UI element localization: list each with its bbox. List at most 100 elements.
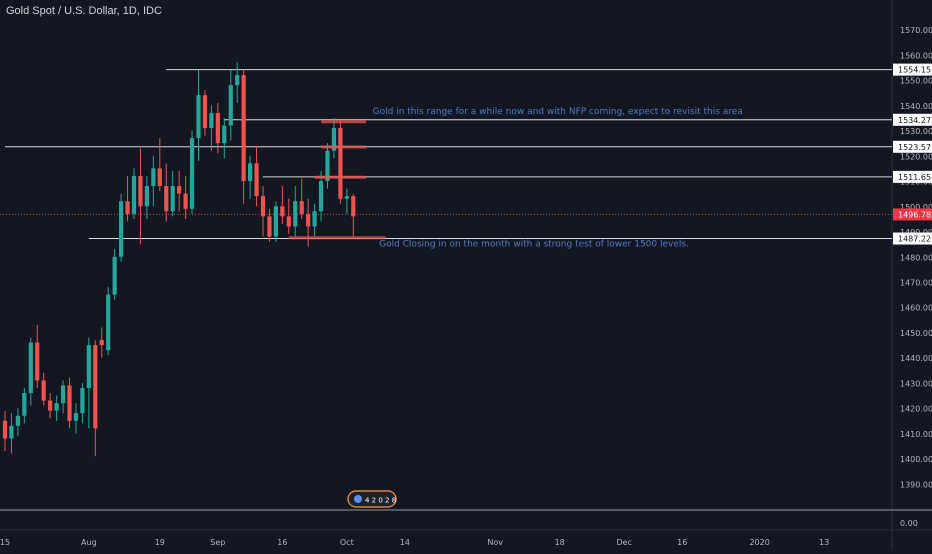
candle-body	[202, 95, 208, 129]
candle-body	[144, 186, 149, 207]
y-tick-label: 1470.00	[900, 278, 932, 287]
x-tick-label: Aug	[81, 538, 97, 547]
y-tick-label: 1410.00	[900, 430, 932, 439]
level-price-tag	[893, 140, 932, 153]
x-tick-label: 2020	[749, 538, 769, 547]
candle-body	[99, 340, 104, 346]
candle-body	[325, 150, 330, 182]
x-tick-label: Nov	[487, 538, 503, 547]
candle-body	[254, 163, 259, 197]
candle-body	[157, 168, 162, 187]
candle-body	[196, 95, 201, 139]
event-badge-label: 4 2 0 2 8	[365, 497, 396, 505]
y-tick-label: 1400.00	[900, 455, 932, 464]
candle-body	[9, 425, 14, 439]
candle-body	[86, 345, 91, 388]
current-price-label: 1496.78	[898, 210, 931, 219]
level-price-tag	[893, 232, 932, 245]
candle-body	[273, 206, 278, 237]
candle-body	[209, 112, 214, 129]
candle-body	[222, 125, 227, 144]
x-tick-label: 18	[555, 538, 565, 547]
candle-body	[93, 345, 98, 429]
x-tick-label: Dec	[616, 538, 631, 547]
x-tick-label: Oct	[340, 538, 354, 547]
level-price-label: 1554.15	[898, 66, 931, 75]
event-badge	[347, 490, 397, 508]
x-tick-label: 16	[277, 538, 287, 547]
y-tick-label: 1520.00	[900, 152, 932, 161]
y-tick-label: 1390.00	[900, 480, 932, 489]
candle-body	[241, 75, 246, 182]
chart-annotation: Gold in this range for a while now and w…	[373, 107, 743, 117]
candle-body	[344, 196, 349, 199]
level-price-label: 1487.22	[898, 235, 931, 244]
y-tick-label: 1480.00	[900, 253, 932, 262]
y-tick-label: 1540.00	[900, 102, 932, 111]
level-price-label: 1534.27	[898, 116, 931, 125]
candle-body	[73, 413, 79, 421]
y-tick-label: 1530.00	[900, 127, 932, 136]
range-marker	[321, 120, 367, 124]
candle-body	[351, 196, 356, 217]
candle-body	[138, 175, 143, 207]
candle-body	[35, 342, 40, 381]
x-tick-label: Sep	[210, 538, 225, 547]
indicator-pane-label: 0.00	[900, 519, 918, 528]
flag-icon	[354, 495, 362, 503]
level-price-label: 1511.65	[898, 173, 931, 182]
candle-body	[177, 186, 182, 194]
candle-body	[170, 186, 175, 212]
x-tick-label: 14	[400, 538, 410, 547]
candle-body	[106, 294, 111, 351]
range-marker	[288, 236, 386, 240]
y-tick-label: 1440.00	[900, 354, 932, 363]
candle-body	[235, 75, 240, 86]
chart-annotation: Gold Closing in on the month with a stro…	[379, 240, 689, 250]
candle-body	[280, 206, 285, 217]
candle-body	[151, 168, 156, 187]
candle-body	[41, 380, 46, 401]
candle-body	[112, 256, 117, 295]
candle-body	[125, 201, 130, 214]
y-tick-label: 1420.00	[900, 405, 932, 414]
level-price-label: 1523.57	[898, 143, 931, 152]
candle-body	[293, 201, 298, 227]
candle-body	[299, 201, 304, 214]
candle-body	[331, 128, 337, 151]
level-price-tag	[893, 63, 932, 76]
x-tick-label: 13	[819, 538, 829, 547]
candle-body	[267, 216, 272, 237]
y-tick-label: 1450.00	[900, 329, 932, 338]
y-tick-label: 1430.00	[900, 379, 932, 388]
x-tick-label: 16	[677, 538, 687, 547]
candle-body	[48, 400, 53, 411]
candle-body	[338, 128, 343, 199]
y-tick-label: 1550.00	[900, 77, 932, 86]
x-tick-label: 19	[155, 538, 165, 547]
candle-body	[54, 403, 59, 411]
candle-body	[22, 393, 27, 416]
y-tick-label: 1500.00	[900, 203, 932, 212]
candle-body	[164, 186, 169, 212]
candle-body	[67, 385, 72, 421]
y-tick-label: 1570.00	[900, 26, 932, 35]
candle-body	[318, 181, 324, 212]
level-price-tag	[893, 113, 932, 126]
candle-body	[189, 138, 195, 209]
y-tick-label: 1490.00	[900, 228, 932, 237]
candle-body	[28, 342, 33, 394]
y-tick-label: 1560.00	[900, 51, 932, 60]
candle-body	[228, 85, 233, 126]
candle-body	[119, 201, 124, 257]
candle-body	[286, 216, 291, 227]
candle-body	[80, 387, 85, 414]
candle-body	[183, 193, 188, 209]
candle-body	[248, 163, 253, 182]
candle-body	[306, 213, 311, 227]
candle-body	[260, 196, 266, 217]
candle-body	[215, 112, 220, 144]
y-tick-label: 1460.00	[900, 304, 932, 313]
